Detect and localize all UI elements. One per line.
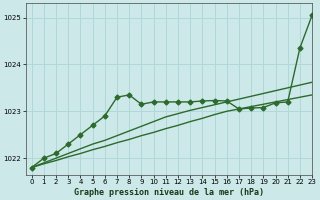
X-axis label: Graphe pression niveau de la mer (hPa): Graphe pression niveau de la mer (hPa) [74, 188, 264, 197]
